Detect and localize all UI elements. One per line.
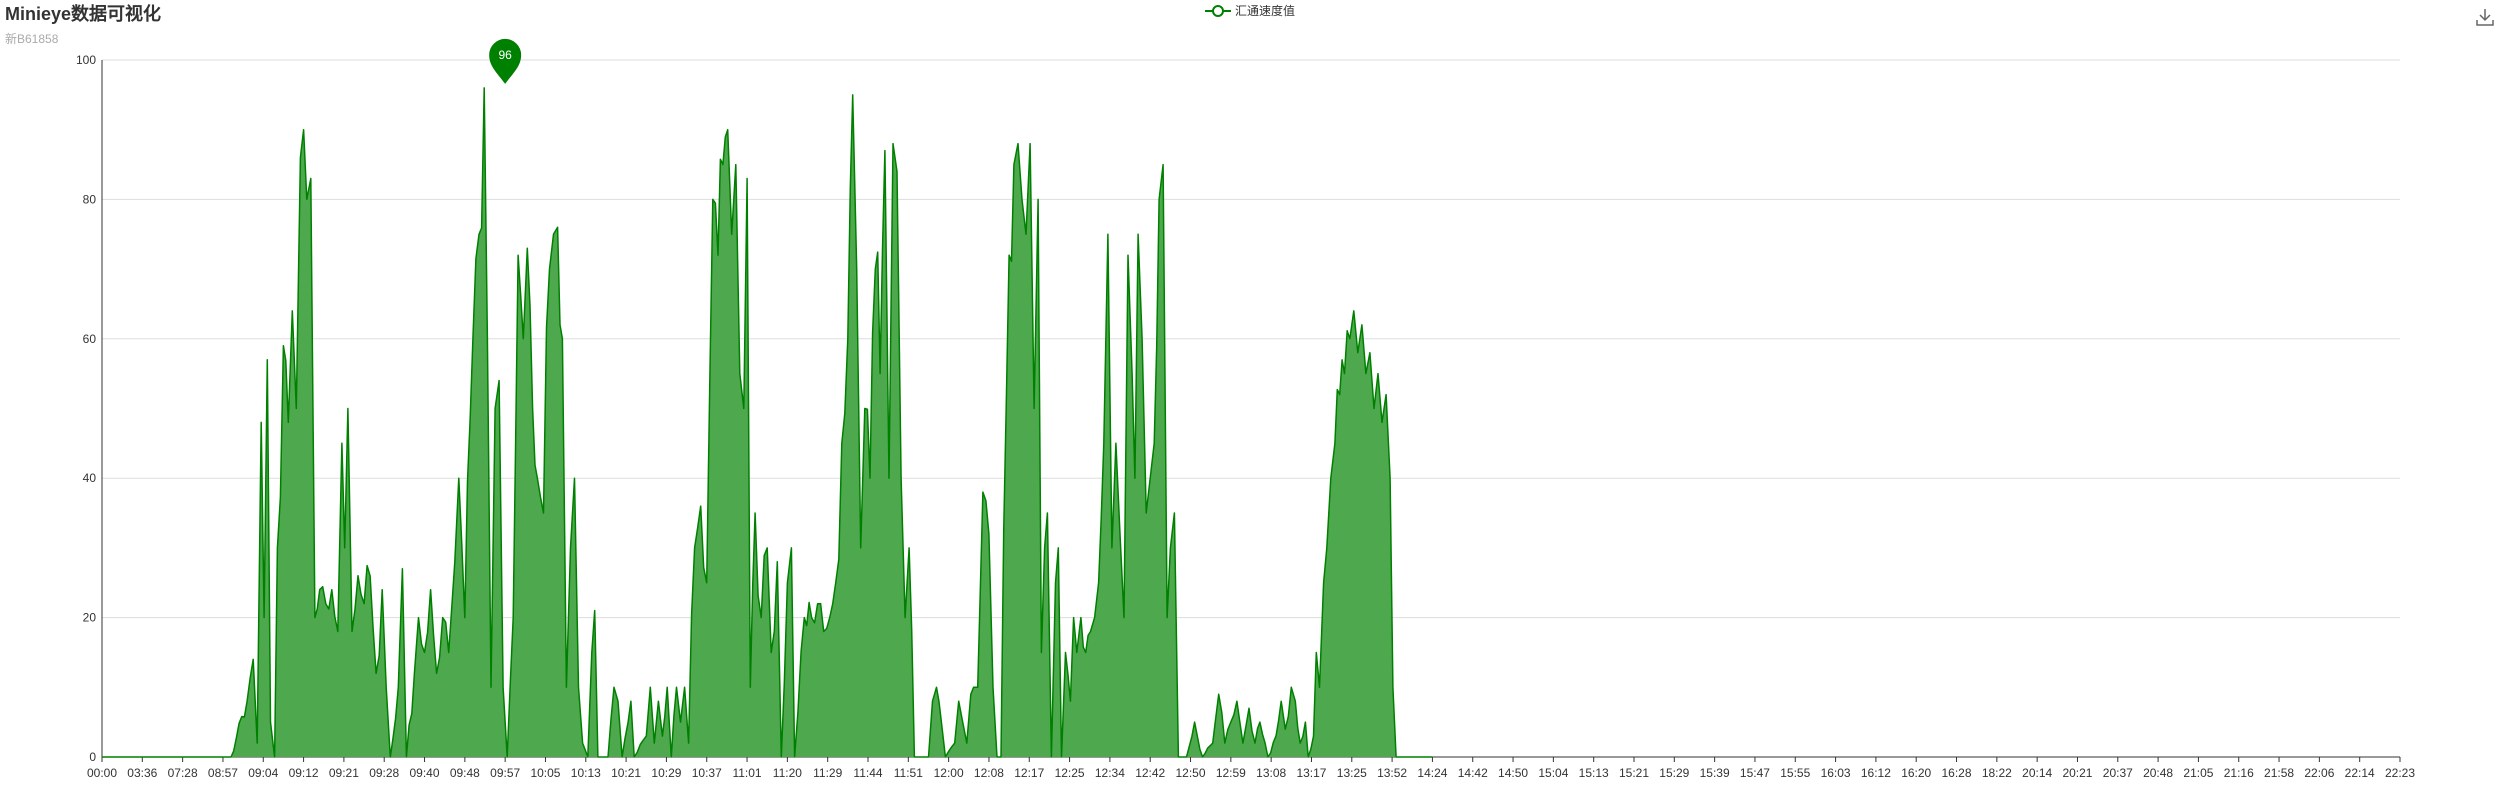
x-tick-label: 10:05 [530,766,560,780]
series-line [102,87,1433,758]
max-markpoint [489,38,522,84]
x-tick-label: 12:42 [1135,766,1165,780]
x-tick-label: 12:00 [934,766,964,780]
x-tick-label: 00:00 [87,766,117,780]
series-area [102,87,1433,757]
y-tick-label: 100 [76,53,96,67]
x-tick-label: 11:29 [813,766,842,780]
chart-title: Minieye数据可视化 [5,4,162,24]
x-tick-label: 12:17 [1014,766,1044,780]
legend[interactable]: 汇通速度值 [1205,2,1295,19]
max-markpoint-label: 96 [498,48,512,62]
chart-subtitle: 新B61858 [5,32,59,46]
x-tick-label: 11:51 [894,766,923,780]
x-tick-label: 10:29 [651,766,681,780]
y-tick-label: 80 [83,192,97,206]
x-tick-label: 22:06 [2304,766,2334,780]
x-tick-label: 03:36 [127,766,157,780]
legend-label: 汇通速度值 [1235,4,1296,18]
x-tick-label: 22:14 [2345,766,2375,780]
x-tick-label: 20:21 [2062,766,2092,780]
x-tick-label: 14:42 [1458,766,1488,780]
x-tick-label: 14:24 [1417,766,1447,780]
x-tick-label: 20:37 [2103,766,2133,780]
x-tick-label: 13:08 [1256,766,1286,780]
x-tick-label: 11:20 [773,766,802,780]
y-tick-label: 0 [89,750,96,764]
x-tick-label: 09:57 [490,766,520,780]
x-tick-label: 12:25 [1055,766,1085,780]
x-tick-label: 10:37 [692,766,722,780]
x-tick-label: 15:04 [1538,766,1568,780]
x-tick-label: 12:08 [974,766,1004,780]
y-tick-label: 60 [83,332,97,346]
x-tick-label: 22:23 [2385,766,2415,780]
y-tick-label: 40 [83,471,97,485]
x-tick-label: 15:39 [1700,766,1730,780]
x-tick-label: 10:21 [611,766,641,780]
x-tick-label: 21:58 [2264,766,2294,780]
x-tick-label: 13:17 [1296,766,1326,780]
legend-series-marker [1205,4,1231,17]
x-tick-label: 16:20 [1901,766,1931,780]
x-tick-label: 13:52 [1377,766,1407,780]
x-tick-label: 18:22 [1982,766,2012,780]
y-tick-label: 20 [83,611,97,625]
x-tick-label: 09:28 [369,766,399,780]
x-tick-label: 11:44 [853,766,882,780]
x-tick-label: 15:21 [1619,766,1649,780]
x-tick-label: 12:50 [1176,766,1206,780]
x-tick-label: 09:04 [248,766,278,780]
x-tick-label: 16:28 [1942,766,1972,780]
x-tick-label: 21:16 [2224,766,2254,780]
download-icon[interactable] [2474,6,2496,28]
x-tick-label: 20:48 [2143,766,2173,780]
x-tick-label: 09:40 [410,766,440,780]
x-tick-label: 20:14 [2022,766,2052,780]
x-tick-label: 15:55 [1780,766,1810,780]
x-tick-label: 10:13 [571,766,601,780]
x-tick-label: 11:01 [732,766,761,780]
x-tick-label: 15:13 [1579,766,1609,780]
x-tick-label: 21:05 [2183,766,2213,780]
x-tick-label: 09:21 [329,766,359,780]
x-tick-label: 16:12 [1861,766,1891,780]
x-tick-label: 13:25 [1337,766,1367,780]
x-tick-label: 12:34 [1095,766,1125,780]
x-tick-label: 08:57 [208,766,238,780]
x-tick-label: 09:12 [289,766,319,780]
x-tick-label: 14:50 [1498,766,1528,780]
x-tick-label: 15:47 [1740,766,1770,780]
x-tick-label: 16:03 [1821,766,1851,780]
x-tick-label: 15:29 [1659,766,1689,780]
x-tick-label: 12:59 [1216,766,1246,780]
x-tick-label: 09:48 [450,766,480,780]
x-tick-label: 07:28 [168,766,198,780]
